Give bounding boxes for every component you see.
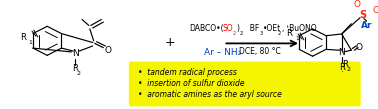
Text: 2: 2 — [240, 31, 243, 36]
Text: O: O — [105, 46, 112, 55]
Text: DCE, 80 °C: DCE, 80 °C — [239, 47, 281, 56]
Text: •  tandem radical process: • tandem radical process — [138, 68, 237, 77]
Text: 2: 2 — [347, 67, 350, 72]
Text: O: O — [356, 43, 363, 52]
Text: Ar: Ar — [361, 21, 373, 30]
Text: Ṛ: Ṛ — [339, 62, 345, 71]
Text: N: N — [338, 48, 345, 57]
Text: R: R — [342, 60, 349, 69]
Text: N: N — [72, 49, 79, 58]
Text: R: R — [20, 33, 26, 42]
Text: BF: BF — [245, 24, 259, 33]
Text: +: + — [165, 36, 175, 49]
Text: •OEt: •OEt — [263, 24, 282, 33]
Text: 2: 2 — [76, 71, 80, 76]
Text: Ar – NH₂: Ar – NH₂ — [204, 48, 242, 57]
Text: ): ) — [236, 24, 239, 33]
FancyBboxPatch shape — [130, 62, 360, 106]
Text: R: R — [72, 64, 78, 73]
Text: •  insertion of sulfur dioxide: • insertion of sulfur dioxide — [138, 79, 245, 88]
Text: , ᵗBuONO: , ᵗBuONO — [282, 24, 316, 33]
Text: R: R — [287, 30, 293, 38]
Text: 3: 3 — [259, 31, 263, 36]
Text: •  aromatic amines as the aryl source: • aromatic amines as the aryl source — [138, 90, 282, 99]
Text: 2: 2 — [278, 31, 281, 36]
Text: 2: 2 — [232, 31, 235, 36]
Text: SO: SO — [223, 24, 233, 33]
Text: 1: 1 — [29, 40, 33, 45]
Text: 1: 1 — [295, 36, 299, 41]
Text: O: O — [354, 0, 361, 9]
Text: O: O — [372, 6, 378, 15]
Text: DABCO•(: DABCO•( — [190, 24, 224, 33]
Text: S: S — [359, 10, 367, 20]
